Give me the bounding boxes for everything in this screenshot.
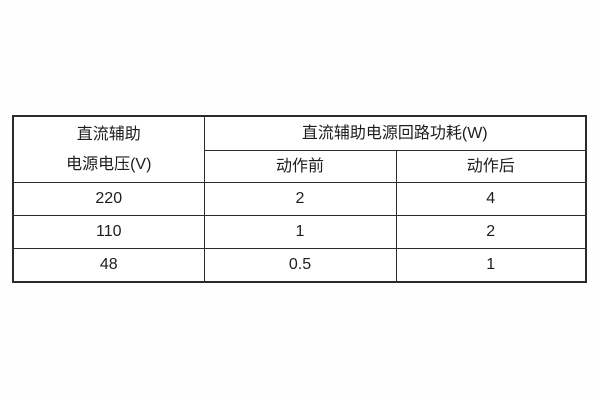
- voltage-header-line1: 直流辅助: [76, 125, 141, 143]
- after-action-cell: 2: [395, 215, 587, 249]
- voltage-cell: 110: [12, 215, 205, 249]
- voltage-header-line2: 电源电压(V): [66, 155, 152, 173]
- consumption-group-header: 直流辅助电源回路功耗(W): [203, 115, 587, 151]
- before-action-cell: 2: [203, 182, 397, 216]
- before-action-cell: 1: [203, 215, 397, 249]
- table-subheader-row: 动作前 动作后: [13, 150, 587, 183]
- table-row: 110 1 2: [12, 215, 587, 249]
- voltage-cell: 220: [12, 182, 205, 216]
- after-action-cell: 4: [395, 182, 587, 216]
- subheader-before-action: 动作前: [203, 150, 397, 183]
- voltage-cell: 48: [12, 248, 205, 283]
- before-action-cell: 0.5: [203, 248, 397, 283]
- subheader-after-action: 动作后: [395, 150, 587, 183]
- table-row: 48 0.5 1: [12, 248, 587, 283]
- voltage-column-header: 直流辅助 电源电压(V): [12, 115, 205, 183]
- power-consumption-table: 直流辅助 电源电压(V) 直流辅助电源回路功耗(W) 动作前 动作后 220 2…: [12, 115, 588, 283]
- after-action-cell: 1: [395, 248, 587, 283]
- table-row: 220 2 4: [12, 182, 587, 216]
- table-header-row: 直流辅助 电源电压(V) 直流辅助电源回路功耗(W): [12, 115, 587, 183]
- power-consumption-table-container: 直流辅助 电源电压(V) 直流辅助电源回路功耗(W) 动作前 动作后 220 2…: [12, 115, 588, 283]
